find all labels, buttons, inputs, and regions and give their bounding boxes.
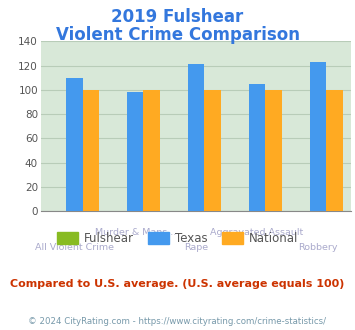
Bar [265, 90, 282, 211]
Text: Aggravated Assault: Aggravated Assault [211, 228, 304, 237]
Bar [83, 90, 99, 211]
Bar [310, 62, 326, 211]
Text: © 2024 CityRating.com - https://www.cityrating.com/crime-statistics/: © 2024 CityRating.com - https://www.city… [28, 317, 327, 326]
Legend: Fulshear, Texas, National: Fulshear, Texas, National [52, 227, 303, 250]
Text: Rape: Rape [184, 243, 208, 252]
Text: Violent Crime Comparison: Violent Crime Comparison [55, 26, 300, 45]
Bar [127, 92, 143, 211]
Text: Compared to U.S. average. (U.S. average equals 100): Compared to U.S. average. (U.S. average … [10, 279, 345, 289]
Text: Robbery: Robbery [298, 243, 338, 252]
Bar [143, 90, 160, 211]
Bar [249, 84, 265, 211]
Text: Murder & Mans...: Murder & Mans... [94, 228, 176, 237]
Bar [66, 78, 83, 211]
Text: All Violent Crime: All Violent Crime [35, 243, 114, 252]
Bar [204, 90, 221, 211]
Bar [326, 90, 343, 211]
Bar [188, 64, 204, 211]
Text: 2019 Fulshear: 2019 Fulshear [111, 8, 244, 26]
